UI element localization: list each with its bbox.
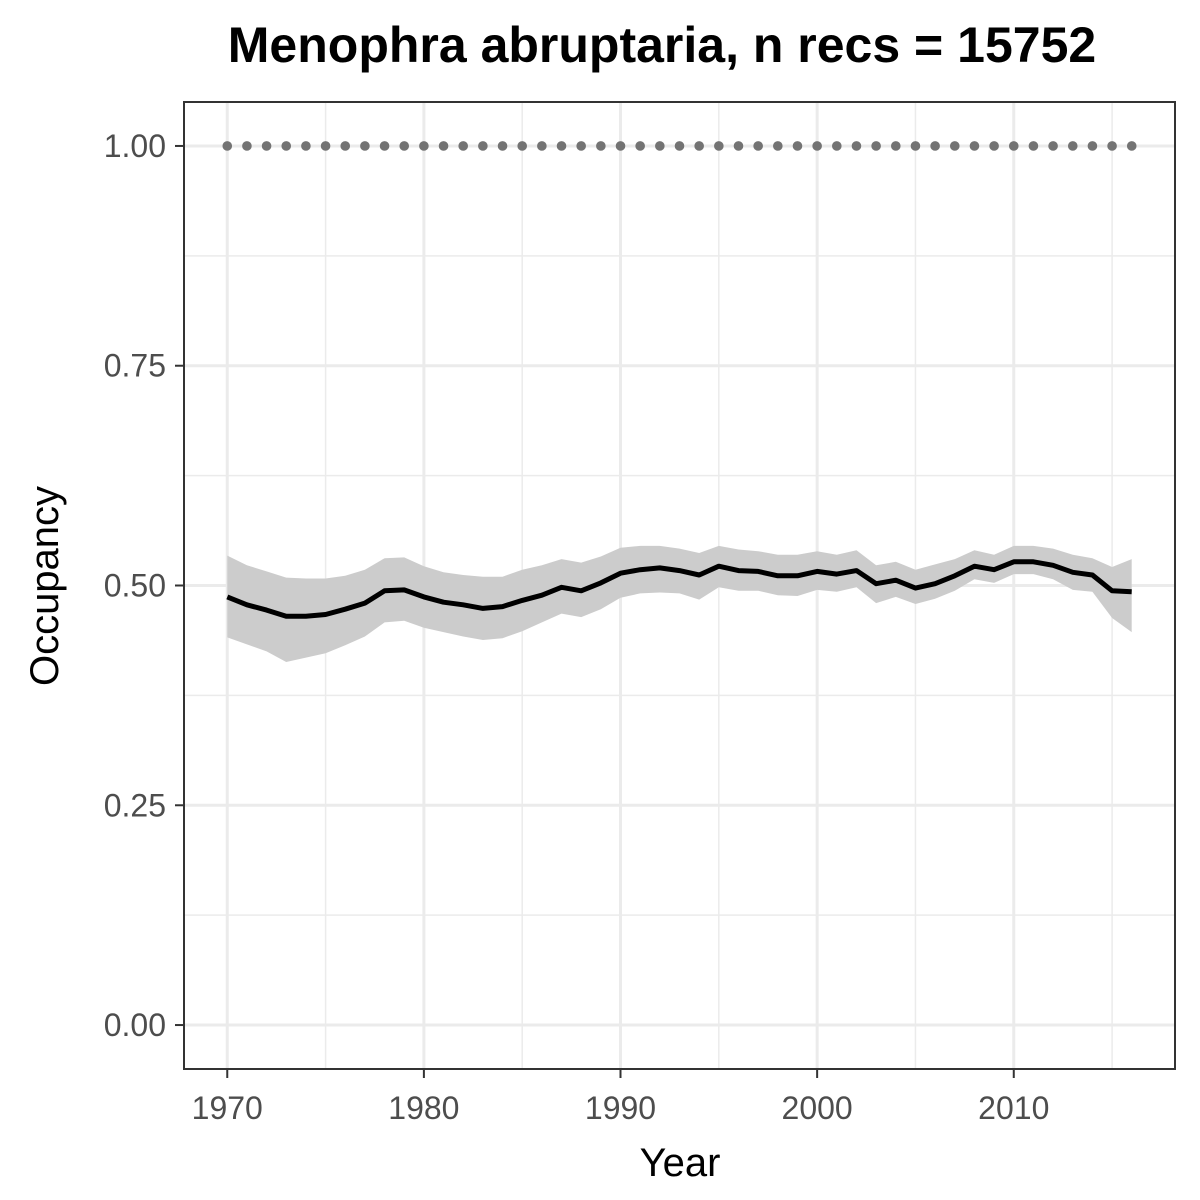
dot-point: [655, 141, 665, 151]
dot-point: [478, 141, 488, 151]
dot-point: [399, 141, 410, 151]
dot-point: [851, 141, 862, 151]
dot-point: [1028, 141, 1039, 151]
dot-point: [261, 141, 272, 151]
dot-point: [890, 141, 901, 151]
dot-point: [360, 141, 370, 151]
dot-point: [222, 141, 233, 151]
dot-point: [1067, 141, 1078, 151]
dot-point: [458, 141, 469, 151]
dot-point: [753, 141, 763, 151]
dot-point: [714, 141, 724, 151]
dot-point: [497, 141, 508, 151]
dot-point: [615, 141, 626, 151]
dot-point: [773, 141, 783, 151]
x-tick-label: 1970: [192, 1090, 263, 1126]
y-tick-label: 0.25: [104, 787, 166, 823]
dot-point: [576, 141, 586, 151]
x-tick-label: 1990: [585, 1090, 656, 1126]
dot-point: [1107, 141, 1117, 151]
dot-point: [989, 141, 999, 151]
dot-point: [379, 141, 390, 151]
dot-point: [910, 141, 921, 151]
y-tick-label: 0.00: [104, 1007, 166, 1043]
dot-point: [832, 141, 842, 151]
dot-point: [812, 141, 822, 151]
dot-point: [1087, 141, 1098, 151]
x-axis-title: Year: [640, 1141, 721, 1185]
y-axis: 0.00 0.25 0.50 0.75 1.00: [104, 128, 184, 1043]
dot-point: [419, 141, 429, 151]
dot-point: [340, 141, 351, 151]
occupancy-line: [226, 559, 1132, 619]
dot-point: [556, 141, 567, 151]
upper-bound-dots: [222, 141, 1137, 151]
dot-point: [930, 141, 940, 151]
dot-point: [438, 141, 449, 151]
dot-point: [320, 141, 331, 151]
dot-point: [242, 141, 252, 151]
dot-point: [1008, 141, 1019, 151]
dot-point: [674, 141, 685, 151]
chart-title: Menophra abruptaria, n recs = 15752: [228, 17, 1096, 73]
dot-point: [1048, 141, 1058, 151]
dot-point: [969, 141, 980, 151]
y-tick-label: 0.50: [104, 568, 166, 604]
x-tick-label: 2010: [978, 1090, 1049, 1126]
dot-point: [517, 141, 527, 151]
x-axis: 1970 1980 1990 2000 2010: [192, 1069, 1049, 1126]
y-tick-label: 0.75: [104, 348, 166, 384]
x-tick-label: 1980: [388, 1090, 459, 1126]
y-axis-title: Occupancy: [23, 486, 67, 686]
dot-point: [694, 141, 704, 151]
dot-point: [733, 141, 744, 151]
dot-point: [301, 141, 311, 151]
y-tick-label: 1.00: [104, 128, 166, 164]
x-tick-label: 2000: [782, 1090, 853, 1126]
dot-point: [792, 141, 803, 151]
dot-point: [596, 141, 606, 151]
dot-point: [871, 141, 881, 151]
confidence-ribbon: [227, 545, 1132, 662]
dot-point: [537, 141, 547, 151]
dot-point: [281, 141, 292, 151]
dot-point: [1126, 141, 1137, 151]
dot-point: [635, 141, 645, 151]
dot-point: [949, 141, 960, 151]
